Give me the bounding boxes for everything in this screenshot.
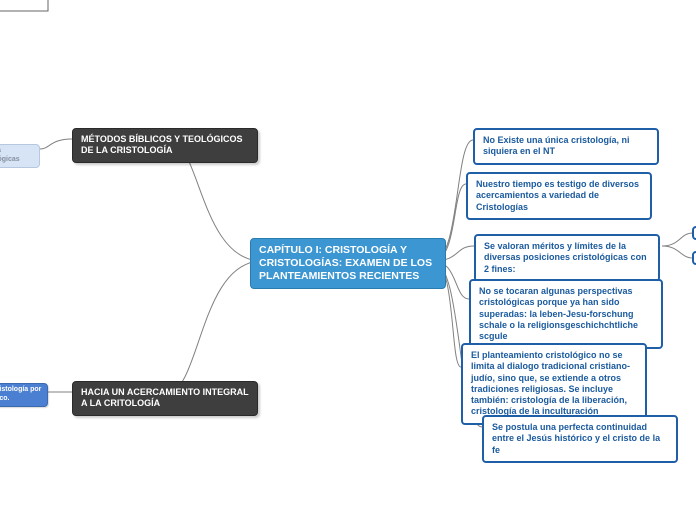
left-node-methods-label: MÉTODOS BÍBLICOS Y TEOLÓGICOS DE LA CRIS… [81,134,243,155]
right-node-5-label: El planteamiento cristológico no se limi… [471,350,630,416]
left-node-methods[interactable]: MÉTODOS BÍBLICOS Y TEOLÓGICOS DE LA CRIS… [72,128,258,163]
right-node-5[interactable]: El planteamiento cristológico no se limi… [461,343,647,425]
right-node-4[interactable]: No se tocaran algunas perspectivas crist… [469,279,663,349]
right-node-1-label: No Existe una única cristología, ni siqu… [483,135,630,156]
fragment-blue-label: la cristología por bíblico. [0,386,41,402]
left-node-integral[interactable]: HACIA UN ACERCAMIENTO INTEGRAL A LA CRIT… [72,381,258,416]
right-node-6-label: Se postula una perfecta continuidad entr… [492,422,660,455]
right-node-3[interactable]: Se valoran méritos y límites de la diver… [474,234,660,282]
mindmap-canvas: CAPÍTULO I: CRISTOLOGÍA Y CRISTOLOGÍAS: … [0,0,696,520]
center-node[interactable]: CAPÍTULO I: CRISTOLOGÍA Y CRISTOLOGÍAS: … [250,238,446,289]
fragment-pale-node[interactable]: ctiva teológicas [0,144,40,168]
right-node-1[interactable]: No Existe una única cristología, ni siqu… [473,128,659,165]
fragment-blue-node[interactable]: la cristología por bíblico. [0,383,48,407]
right-node-6[interactable]: Se postula una perfecta continuidad entr… [482,415,678,463]
center-node-label: CAPÍTULO I: CRISTOLOGÍA Y CRISTOLOGÍAS: … [259,244,432,282]
right-stub-1[interactable] [692,226,696,240]
right-node-2[interactable]: Nuestro tiempo es testigo de diversos ac… [466,172,652,220]
fragment-pale-label: ctiva teológicas [0,147,20,163]
right-node-2-label: Nuestro tiempo es testigo de diversos ac… [476,179,639,212]
left-node-integral-label: HACIA UN ACERCAMIENTO INTEGRAL A LA CRIT… [81,387,249,408]
right-node-4-label: No se tocaran algunas perspectivas crist… [479,286,638,341]
right-stub-2[interactable] [692,251,696,265]
right-node-3-label: Se valoran méritos y límites de la diver… [484,241,647,274]
